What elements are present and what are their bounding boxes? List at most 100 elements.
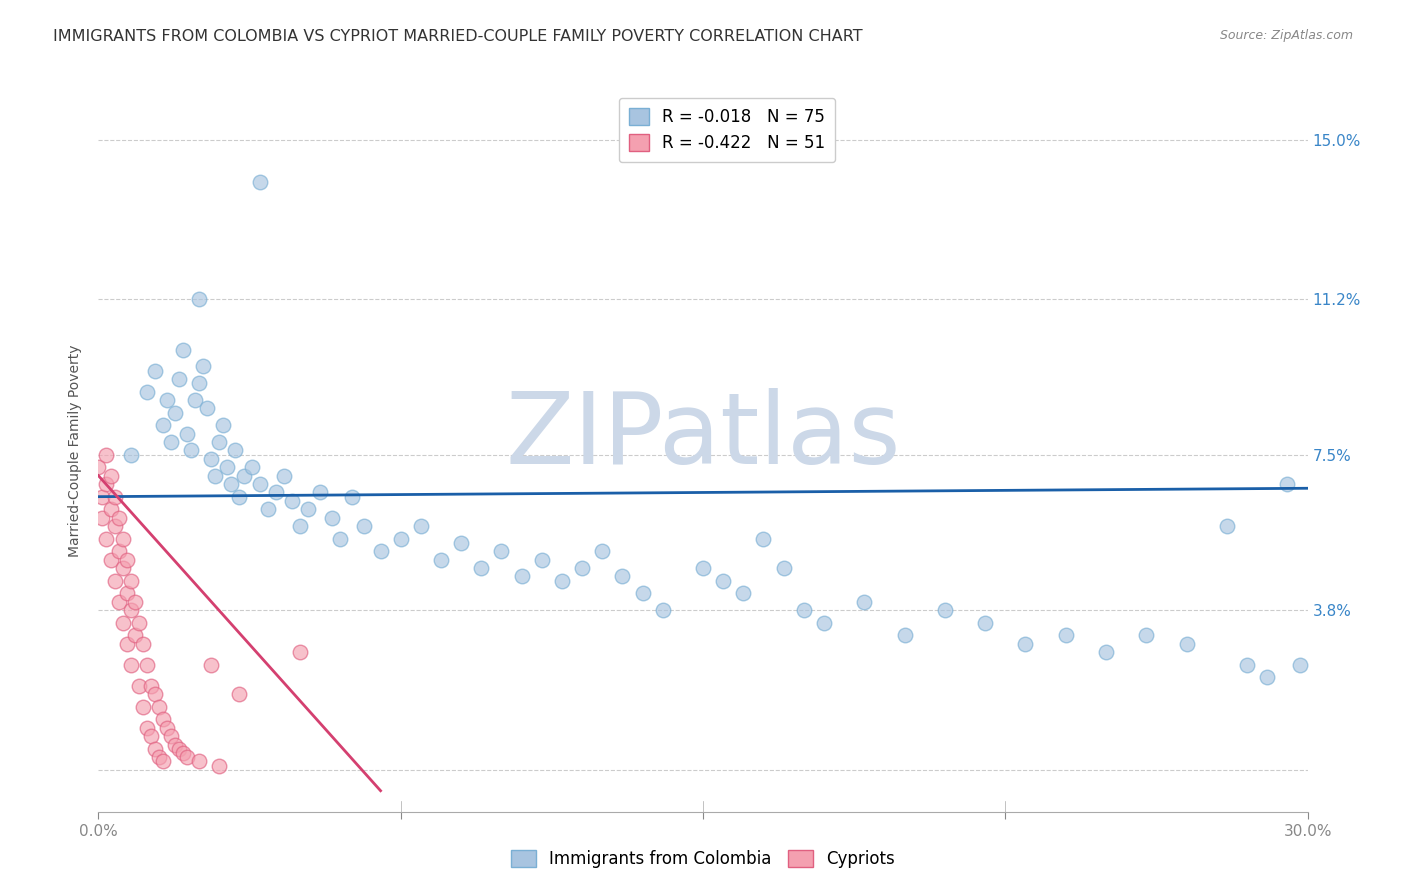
Point bbox=[132, 637, 155, 651]
Point bbox=[160, 435, 183, 450]
Point bbox=[193, 359, 215, 374]
Point bbox=[176, 750, 198, 764]
Point bbox=[370, 544, 392, 558]
Point bbox=[152, 712, 174, 726]
Point bbox=[813, 615, 835, 630]
Point bbox=[107, 510, 129, 524]
Point bbox=[111, 561, 134, 575]
Point bbox=[208, 435, 231, 450]
Point bbox=[163, 406, 186, 420]
Point bbox=[692, 561, 714, 575]
Point bbox=[120, 657, 142, 672]
Point bbox=[167, 372, 190, 386]
Point bbox=[172, 343, 194, 357]
Legend: R = -0.018   N = 75, R = -0.422   N = 51: R = -0.018 N = 75, R = -0.422 N = 51 bbox=[619, 97, 835, 162]
Point bbox=[450, 536, 472, 550]
Point bbox=[195, 401, 218, 416]
Point bbox=[752, 532, 775, 546]
Point bbox=[132, 699, 155, 714]
Point bbox=[120, 603, 142, 617]
Legend: Immigrants from Colombia, Cypriots: Immigrants from Colombia, Cypriots bbox=[505, 843, 901, 875]
Point bbox=[148, 750, 170, 764]
Point bbox=[389, 532, 412, 546]
Point bbox=[288, 645, 311, 659]
Text: IMMIGRANTS FROM COLOMBIA VS CYPRIOT MARRIED-COUPLE FAMILY POVERTY CORRELATION CH: IMMIGRANTS FROM COLOMBIA VS CYPRIOT MARR… bbox=[53, 29, 863, 44]
Point bbox=[120, 574, 142, 588]
Point bbox=[221, 477, 243, 491]
Point bbox=[139, 729, 162, 743]
Point bbox=[148, 699, 170, 714]
Point bbox=[115, 637, 138, 651]
Point bbox=[793, 603, 815, 617]
Point bbox=[342, 490, 364, 504]
Point bbox=[256, 502, 278, 516]
Point bbox=[530, 552, 553, 566]
Point bbox=[1256, 670, 1278, 684]
Point bbox=[510, 569, 533, 583]
Point bbox=[1236, 657, 1258, 672]
Point bbox=[551, 574, 574, 588]
Point bbox=[430, 552, 453, 566]
Point bbox=[772, 561, 794, 575]
Point bbox=[297, 502, 319, 516]
Point bbox=[208, 758, 231, 772]
Point bbox=[176, 426, 198, 441]
Point bbox=[100, 502, 122, 516]
Point bbox=[212, 418, 235, 433]
Point bbox=[103, 574, 125, 588]
Point bbox=[1095, 645, 1118, 659]
Point bbox=[1175, 637, 1198, 651]
Point bbox=[934, 603, 956, 617]
Point bbox=[172, 746, 194, 760]
Point bbox=[100, 468, 122, 483]
Point bbox=[612, 569, 634, 583]
Point bbox=[733, 586, 755, 600]
Point bbox=[91, 490, 114, 504]
Point bbox=[321, 510, 343, 524]
Point bbox=[139, 679, 162, 693]
Point bbox=[1014, 637, 1036, 651]
Point bbox=[167, 741, 190, 756]
Point bbox=[96, 477, 118, 491]
Point bbox=[228, 687, 250, 701]
Point bbox=[156, 392, 179, 407]
Point bbox=[1054, 628, 1077, 642]
Point bbox=[974, 615, 997, 630]
Point bbox=[107, 544, 129, 558]
Point bbox=[184, 392, 207, 407]
Point bbox=[309, 485, 332, 500]
Point bbox=[204, 468, 226, 483]
Point bbox=[143, 364, 166, 378]
Point bbox=[96, 448, 118, 462]
Point bbox=[103, 490, 125, 504]
Point bbox=[111, 615, 134, 630]
Point bbox=[1135, 628, 1157, 642]
Point bbox=[143, 741, 166, 756]
Point bbox=[281, 494, 304, 508]
Point bbox=[853, 595, 876, 609]
Point bbox=[1216, 519, 1239, 533]
Point bbox=[124, 628, 146, 642]
Point bbox=[143, 687, 166, 701]
Point bbox=[1277, 477, 1299, 491]
Point bbox=[152, 418, 174, 433]
Point bbox=[128, 679, 150, 693]
Point bbox=[711, 574, 734, 588]
Point bbox=[591, 544, 613, 558]
Point bbox=[288, 519, 311, 533]
Text: Source: ZipAtlas.com: Source: ZipAtlas.com bbox=[1219, 29, 1353, 42]
Point bbox=[409, 519, 432, 533]
Point bbox=[91, 510, 114, 524]
Point bbox=[224, 443, 246, 458]
Point bbox=[152, 754, 174, 768]
Point bbox=[135, 721, 157, 735]
Point bbox=[249, 175, 271, 189]
Point bbox=[107, 595, 129, 609]
Point bbox=[96, 532, 118, 546]
Point bbox=[103, 519, 125, 533]
Point bbox=[228, 490, 250, 504]
Point bbox=[329, 532, 352, 546]
Point bbox=[273, 468, 295, 483]
Point bbox=[200, 451, 222, 466]
Point bbox=[1288, 657, 1310, 672]
